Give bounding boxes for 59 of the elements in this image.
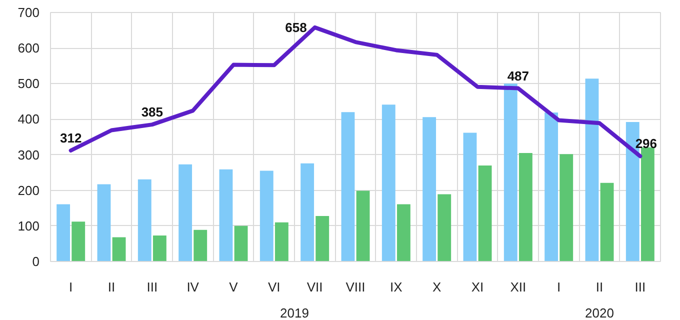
data-label: 658 bbox=[285, 20, 307, 35]
bar bbox=[463, 132, 477, 262]
bar bbox=[316, 216, 330, 262]
bar bbox=[341, 112, 355, 262]
data-label: 312 bbox=[60, 130, 82, 146]
y-tick-label: 700 bbox=[18, 5, 40, 20]
bar bbox=[300, 163, 314, 262]
bar bbox=[97, 184, 111, 262]
bar bbox=[544, 112, 558, 262]
y-tick-label: 200 bbox=[18, 182, 40, 198]
bar bbox=[585, 78, 599, 262]
y-tick-label: 400 bbox=[18, 112, 40, 127]
x-tick-label: VII bbox=[306, 280, 323, 294]
y-tick-label: 100 bbox=[18, 218, 40, 234]
bar bbox=[56, 204, 70, 262]
data-label: 385 bbox=[141, 104, 164, 120]
bar bbox=[112, 237, 126, 262]
y-tick-label: 500 bbox=[18, 76, 40, 92]
bar bbox=[72, 222, 86, 262]
x-tick-label: I bbox=[69, 280, 73, 294]
y-tick-label: 300 bbox=[18, 147, 40, 162]
x-tick-label: II bbox=[108, 280, 116, 294]
data-label: 296 bbox=[635, 136, 658, 152]
bar bbox=[518, 153, 532, 262]
x-tick-label: V bbox=[229, 280, 238, 294]
bar bbox=[138, 179, 152, 262]
bar bbox=[178, 164, 192, 262]
text: 2019 bbox=[280, 306, 309, 320]
bar bbox=[478, 165, 492, 262]
y-tick-label: 0 bbox=[32, 254, 40, 269]
bar bbox=[356, 190, 370, 262]
bar bbox=[560, 154, 574, 262]
x-tick-label: IV bbox=[186, 280, 200, 294]
x-tick-label: III bbox=[634, 280, 646, 294]
bar bbox=[260, 170, 274, 262]
bar bbox=[600, 182, 614, 262]
x-tick-label: III bbox=[146, 280, 158, 294]
bar bbox=[422, 117, 436, 262]
x-tick-label: XI bbox=[471, 280, 484, 294]
x-tick-label: VI bbox=[268, 280, 280, 294]
x-tick-label: VIII bbox=[346, 280, 366, 294]
y-tick-label: 600 bbox=[18, 40, 40, 56]
bar bbox=[382, 104, 396, 262]
x-tick-label: I bbox=[557, 280, 561, 294]
bar bbox=[274, 222, 288, 262]
bar bbox=[234, 226, 248, 262]
x-tick-label: IX bbox=[390, 280, 403, 294]
data-label: 487 bbox=[507, 68, 530, 84]
text: 2020 bbox=[585, 306, 614, 320]
bar bbox=[396, 204, 410, 262]
bar bbox=[194, 230, 208, 262]
bar bbox=[640, 147, 654, 262]
bar bbox=[504, 84, 518, 262]
x-tick-label: XII bbox=[510, 280, 526, 294]
x-tick-label: II bbox=[596, 280, 604, 294]
bar bbox=[152, 236, 166, 262]
x-tick-label: X bbox=[432, 280, 442, 294]
bar bbox=[438, 194, 452, 262]
bar bbox=[219, 169, 233, 262]
